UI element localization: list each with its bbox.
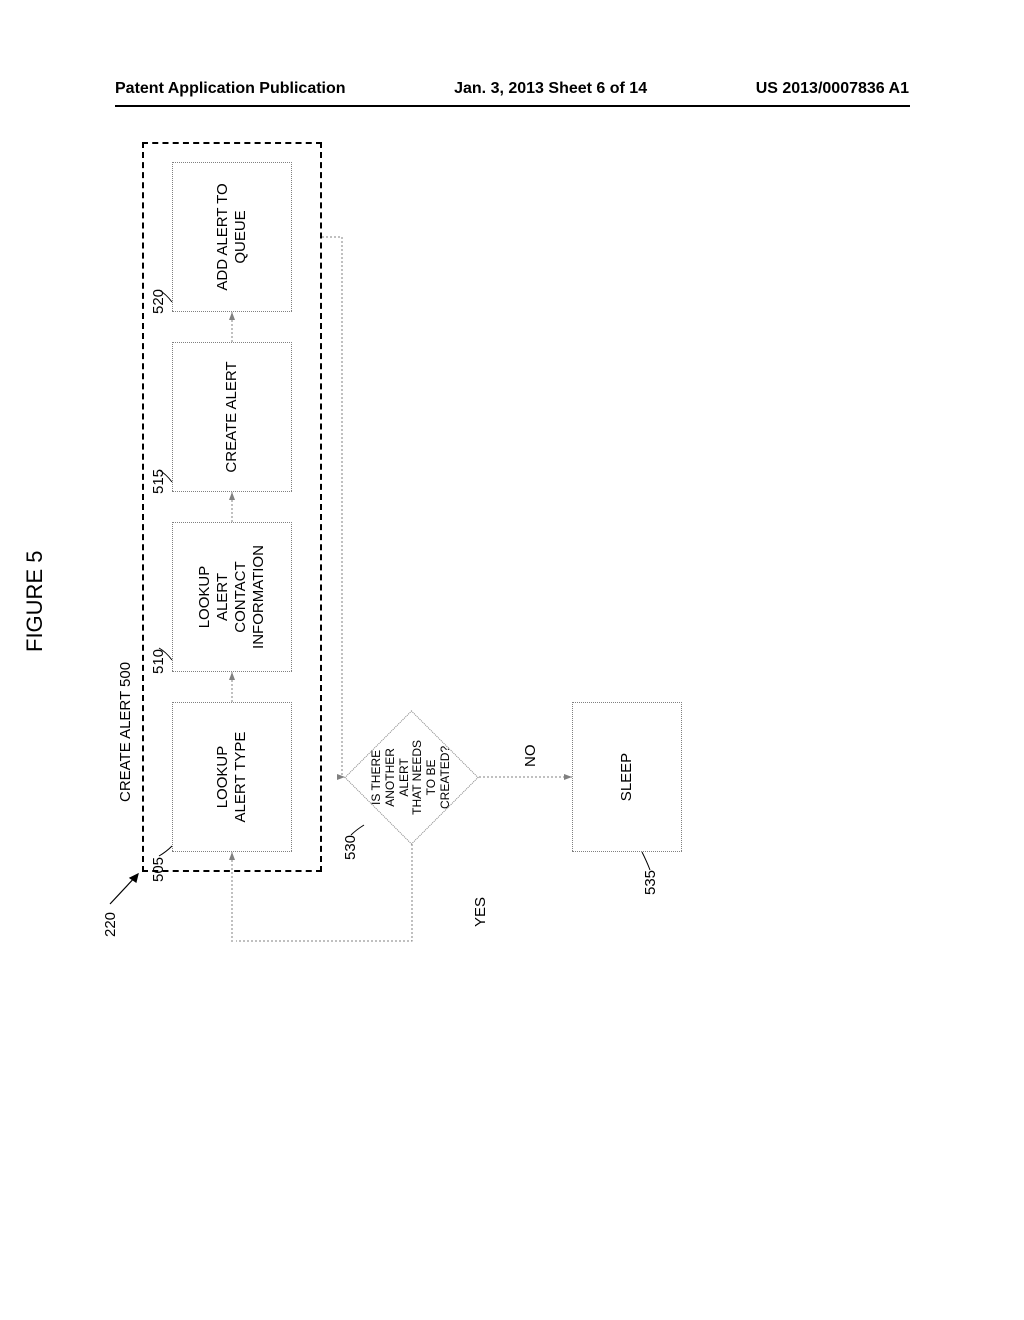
ref-530: 530 bbox=[342, 835, 359, 860]
patent-header: Patent Application Publication Jan. 3, 2… bbox=[0, 80, 1024, 98]
ref-520: 520 bbox=[150, 289, 167, 314]
node-decision-another-alert: IS THERE ANOTHER ALERT THAT NEEDS TO BE … bbox=[344, 710, 478, 844]
header-left: Patent Application Publication bbox=[115, 80, 346, 98]
header-rule bbox=[115, 105, 910, 107]
header-middle: Jan. 3, 2013 Sheet 6 of 14 bbox=[454, 80, 647, 98]
node-add-to-queue: ADD ALERT TO QUEUE bbox=[172, 162, 292, 312]
node-lookup-contact: LOOKUP ALERT CONTACT INFORMATION bbox=[172, 522, 292, 672]
group-label: CREATE ALERT 500 bbox=[117, 662, 134, 802]
header-right: US 2013/0007836 A1 bbox=[756, 80, 909, 98]
ref-505: 505 bbox=[150, 857, 167, 882]
ref-510: 510 bbox=[150, 649, 167, 674]
edge-label-yes: YES bbox=[472, 897, 489, 927]
node-lookup-alert-type: LOOKUP ALERT TYPE bbox=[172, 702, 292, 852]
node-sleep: SLEEP bbox=[572, 702, 682, 852]
ref-515: 515 bbox=[150, 469, 167, 494]
node-create-alert: CREATE ALERT bbox=[172, 342, 292, 492]
ref-535: 535 bbox=[642, 870, 659, 895]
figure-title: FIGURE 5 bbox=[22, 551, 48, 652]
flowchart-diagram: FIGURE 5 220 CREATE ALERT 500 LOOKUP ALE… bbox=[0, 148, 1024, 1172]
decision-text: IS THERE ANOTHER ALERT THAT NEEDS TO BE … bbox=[370, 731, 453, 824]
edge-label-no: NO bbox=[522, 745, 539, 768]
ref-220: 220 bbox=[102, 912, 119, 937]
